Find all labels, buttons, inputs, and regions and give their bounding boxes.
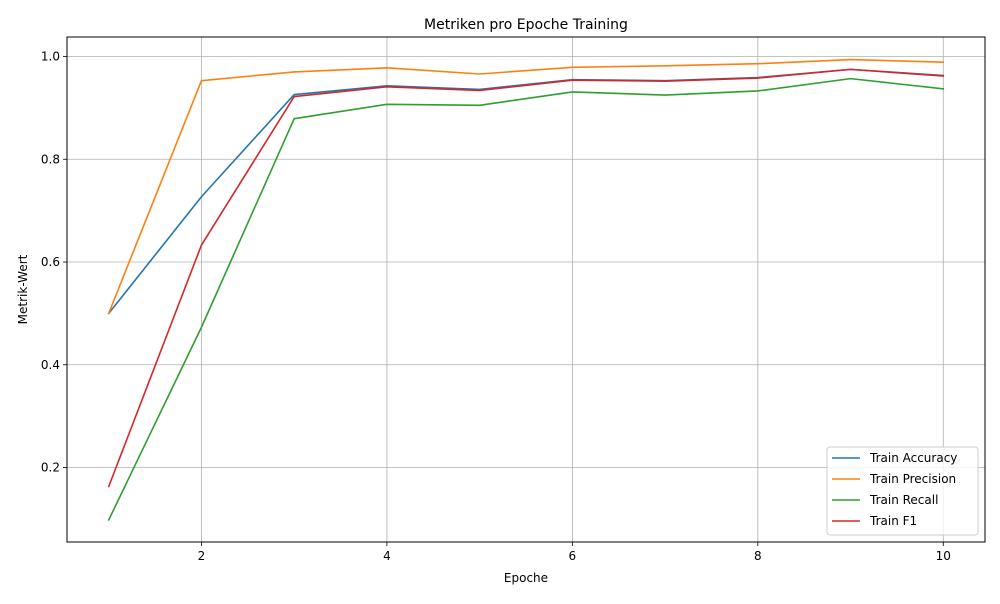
series-line-train-recall [107, 77, 945, 521]
y-tick-label: 1.0 [41, 50, 60, 64]
chart-title: Metriken pro Epoche Training [424, 17, 628, 33]
x-tick-label: 6 [569, 549, 577, 563]
x-tick-label: 10 [936, 549, 951, 563]
y-tick-label: 0.2 [41, 461, 60, 475]
y-tick-label: 0.6 [41, 255, 60, 269]
series-lines [107, 58, 945, 521]
plot-area-frame [66, 36, 986, 543]
y-tick-label: 0.8 [41, 152, 60, 166]
y-axis-label: Metrik-Wert [16, 254, 30, 324]
series-line-train-precision [107, 58, 945, 315]
x-tick-label: 4 [383, 549, 391, 563]
legend-label: Train Recall [869, 493, 938, 507]
y-axis: 0.2 0.4 0.6 0.8 1.0 [41, 50, 67, 475]
legend-label: Train Precision [869, 472, 956, 486]
legend-label: Train Accuracy [869, 451, 957, 465]
x-axis: 2 4 6 8 10 [198, 542, 951, 563]
series-line-train-f1 [107, 68, 945, 488]
x-tick-label: 2 [198, 549, 206, 563]
x-axis-label: Epoche [504, 571, 548, 585]
y-tick-label: 0.4 [41, 358, 60, 372]
legend-label: Train F1 [869, 514, 917, 528]
legend-box [826, 446, 979, 536]
series-line-train-accuracy [107, 68, 945, 315]
legend: Train Accuracy Train Precision Train Recal… [826, 446, 979, 536]
grid-lines [67, 37, 985, 542]
x-tick-label: 8 [754, 549, 762, 563]
